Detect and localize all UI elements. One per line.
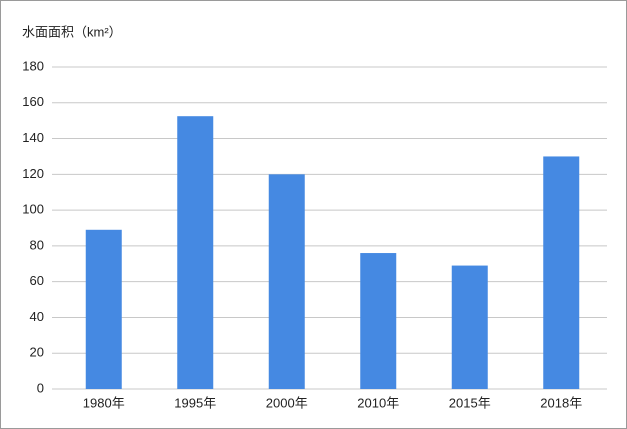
y-tick-label: 180: [22, 58, 44, 73]
y-tick-label: 60: [30, 273, 44, 288]
y-tick-label: 40: [30, 309, 44, 324]
x-tick-label: 2015年: [449, 395, 491, 410]
y-tick-label: 160: [22, 94, 44, 109]
y-tick-label: 0: [37, 380, 44, 395]
y-tick-label: 140: [22, 130, 44, 145]
x-tick-label: 2010年: [357, 395, 399, 410]
x-tick-label: 1995年: [174, 395, 216, 410]
x-tick-label: 1980年: [83, 395, 125, 410]
chart-title: 水面面积（km²）: [22, 24, 122, 39]
x-tick-label: 2000年: [266, 395, 308, 410]
x-tick-label: 2018年: [540, 395, 582, 410]
bar: [268, 174, 305, 389]
bar: [85, 229, 122, 389]
y-tick-label: 100: [22, 202, 44, 217]
y-tick-label: 80: [30, 237, 44, 252]
bar: [543, 156, 580, 389]
y-tick-label: 120: [22, 166, 44, 181]
y-tick-label: 20: [30, 345, 44, 360]
bar: [451, 265, 488, 389]
bar: [177, 116, 214, 389]
bar: [360, 253, 397, 389]
